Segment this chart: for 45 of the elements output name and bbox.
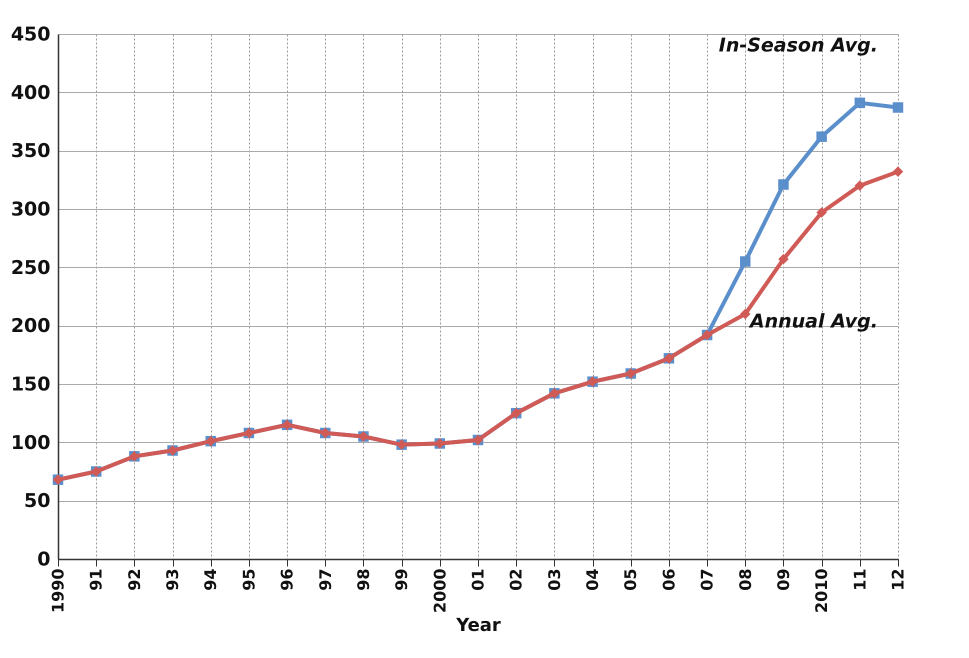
y-tick-label: 300	[10, 198, 50, 220]
x-tick-label: 98	[354, 568, 373, 591]
y-tick-label: 400	[10, 82, 50, 104]
text: In-Season Avg.	[718, 34, 878, 56]
y-tick-label: 250	[10, 256, 50, 279]
x-tick-label: 93	[163, 568, 182, 591]
x-tick-label: 91	[86, 568, 106, 591]
series-label: Annual Avg.	[748, 310, 878, 333]
x-tick-label: 12	[888, 568, 908, 591]
x-tick-label: 92	[124, 568, 144, 591]
point	[816, 207, 827, 218]
point	[854, 180, 866, 191]
point	[892, 102, 904, 113]
x-tick-label: 06	[659, 568, 678, 591]
x-tick-label: 94	[201, 568, 220, 591]
x-tick-label: 1990	[48, 568, 68, 614]
y-tick-label: 150	[10, 374, 50, 396]
point	[816, 131, 827, 142]
x-tick-label: 07	[698, 568, 717, 591]
y-tick-label: 0	[37, 548, 50, 570]
x-tick-label: 02	[506, 568, 526, 591]
point	[740, 256, 751, 267]
x-tick-label: 01	[468, 568, 488, 591]
x-tick-label: 05	[621, 568, 640, 591]
y-tick-label: 450	[10, 24, 50, 46]
x-tick-label: 95	[239, 568, 258, 591]
point	[778, 254, 789, 264]
x-tick-label: 99	[392, 568, 412, 591]
x-tick-label: 04	[583, 568, 602, 591]
y-tick-label: 50	[24, 490, 50, 512]
x-tick-label: 09	[774, 568, 793, 591]
y-tick-label: 200	[10, 315, 50, 338]
y-tick-label: 100	[10, 432, 50, 454]
point	[778, 179, 789, 190]
x-tick-label: 2000	[430, 568, 450, 614]
x-tick-label: 11	[850, 568, 870, 591]
point	[892, 166, 904, 177]
point	[854, 98, 866, 108]
x-tick-label: 97	[316, 568, 335, 591]
x-tick-label: 96	[278, 568, 297, 591]
y-tick-label: 350	[10, 140, 50, 162]
x-axis-title: Year	[455, 615, 501, 636]
x-tick-label: 2010	[812, 568, 832, 614]
x-tick-label: 03	[544, 568, 564, 591]
x-tick-label: 08	[736, 568, 755, 591]
